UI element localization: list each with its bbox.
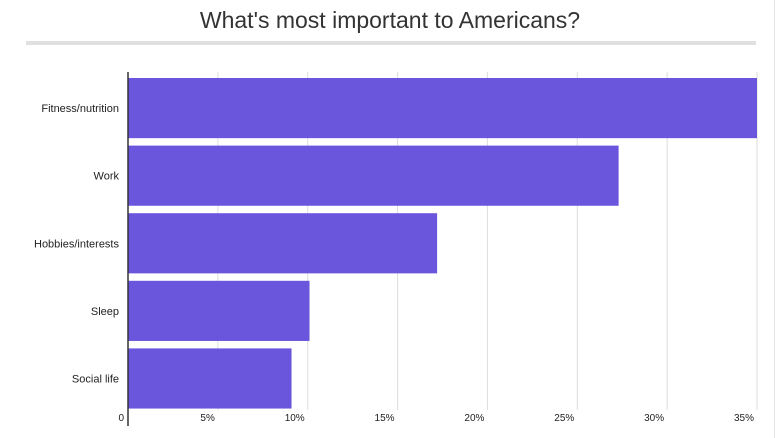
bar-work (128, 145, 619, 206)
x-tick-label: 35% (734, 413, 754, 424)
category-label: Sleep (91, 306, 119, 318)
title-divider (26, 41, 756, 45)
bar-hobbies-interests (128, 213, 438, 274)
x-tick-label: 20% (464, 413, 484, 424)
category-label: Hobbies/interests (34, 238, 119, 250)
x-tick-label: 10% (285, 413, 305, 424)
x-tick-label: 30% (644, 413, 664, 424)
bar-fitness-nutrition (128, 78, 757, 139)
category-label: Work (94, 171, 120, 183)
x-tick-label: 15% (375, 413, 395, 424)
chart-title: What's most important to Americans? (199, 7, 581, 33)
x-tick-label: 25% (554, 413, 574, 424)
category-label: Fitness/nutrition (41, 103, 119, 115)
category-label: Social life (72, 373, 119, 385)
bar-social-life (128, 348, 292, 409)
x-tick-label: 0 (118, 413, 124, 424)
bar-sleep (128, 280, 310, 341)
x-tick-label: 5% (200, 413, 215, 424)
frame-edge (774, 0, 775, 438)
